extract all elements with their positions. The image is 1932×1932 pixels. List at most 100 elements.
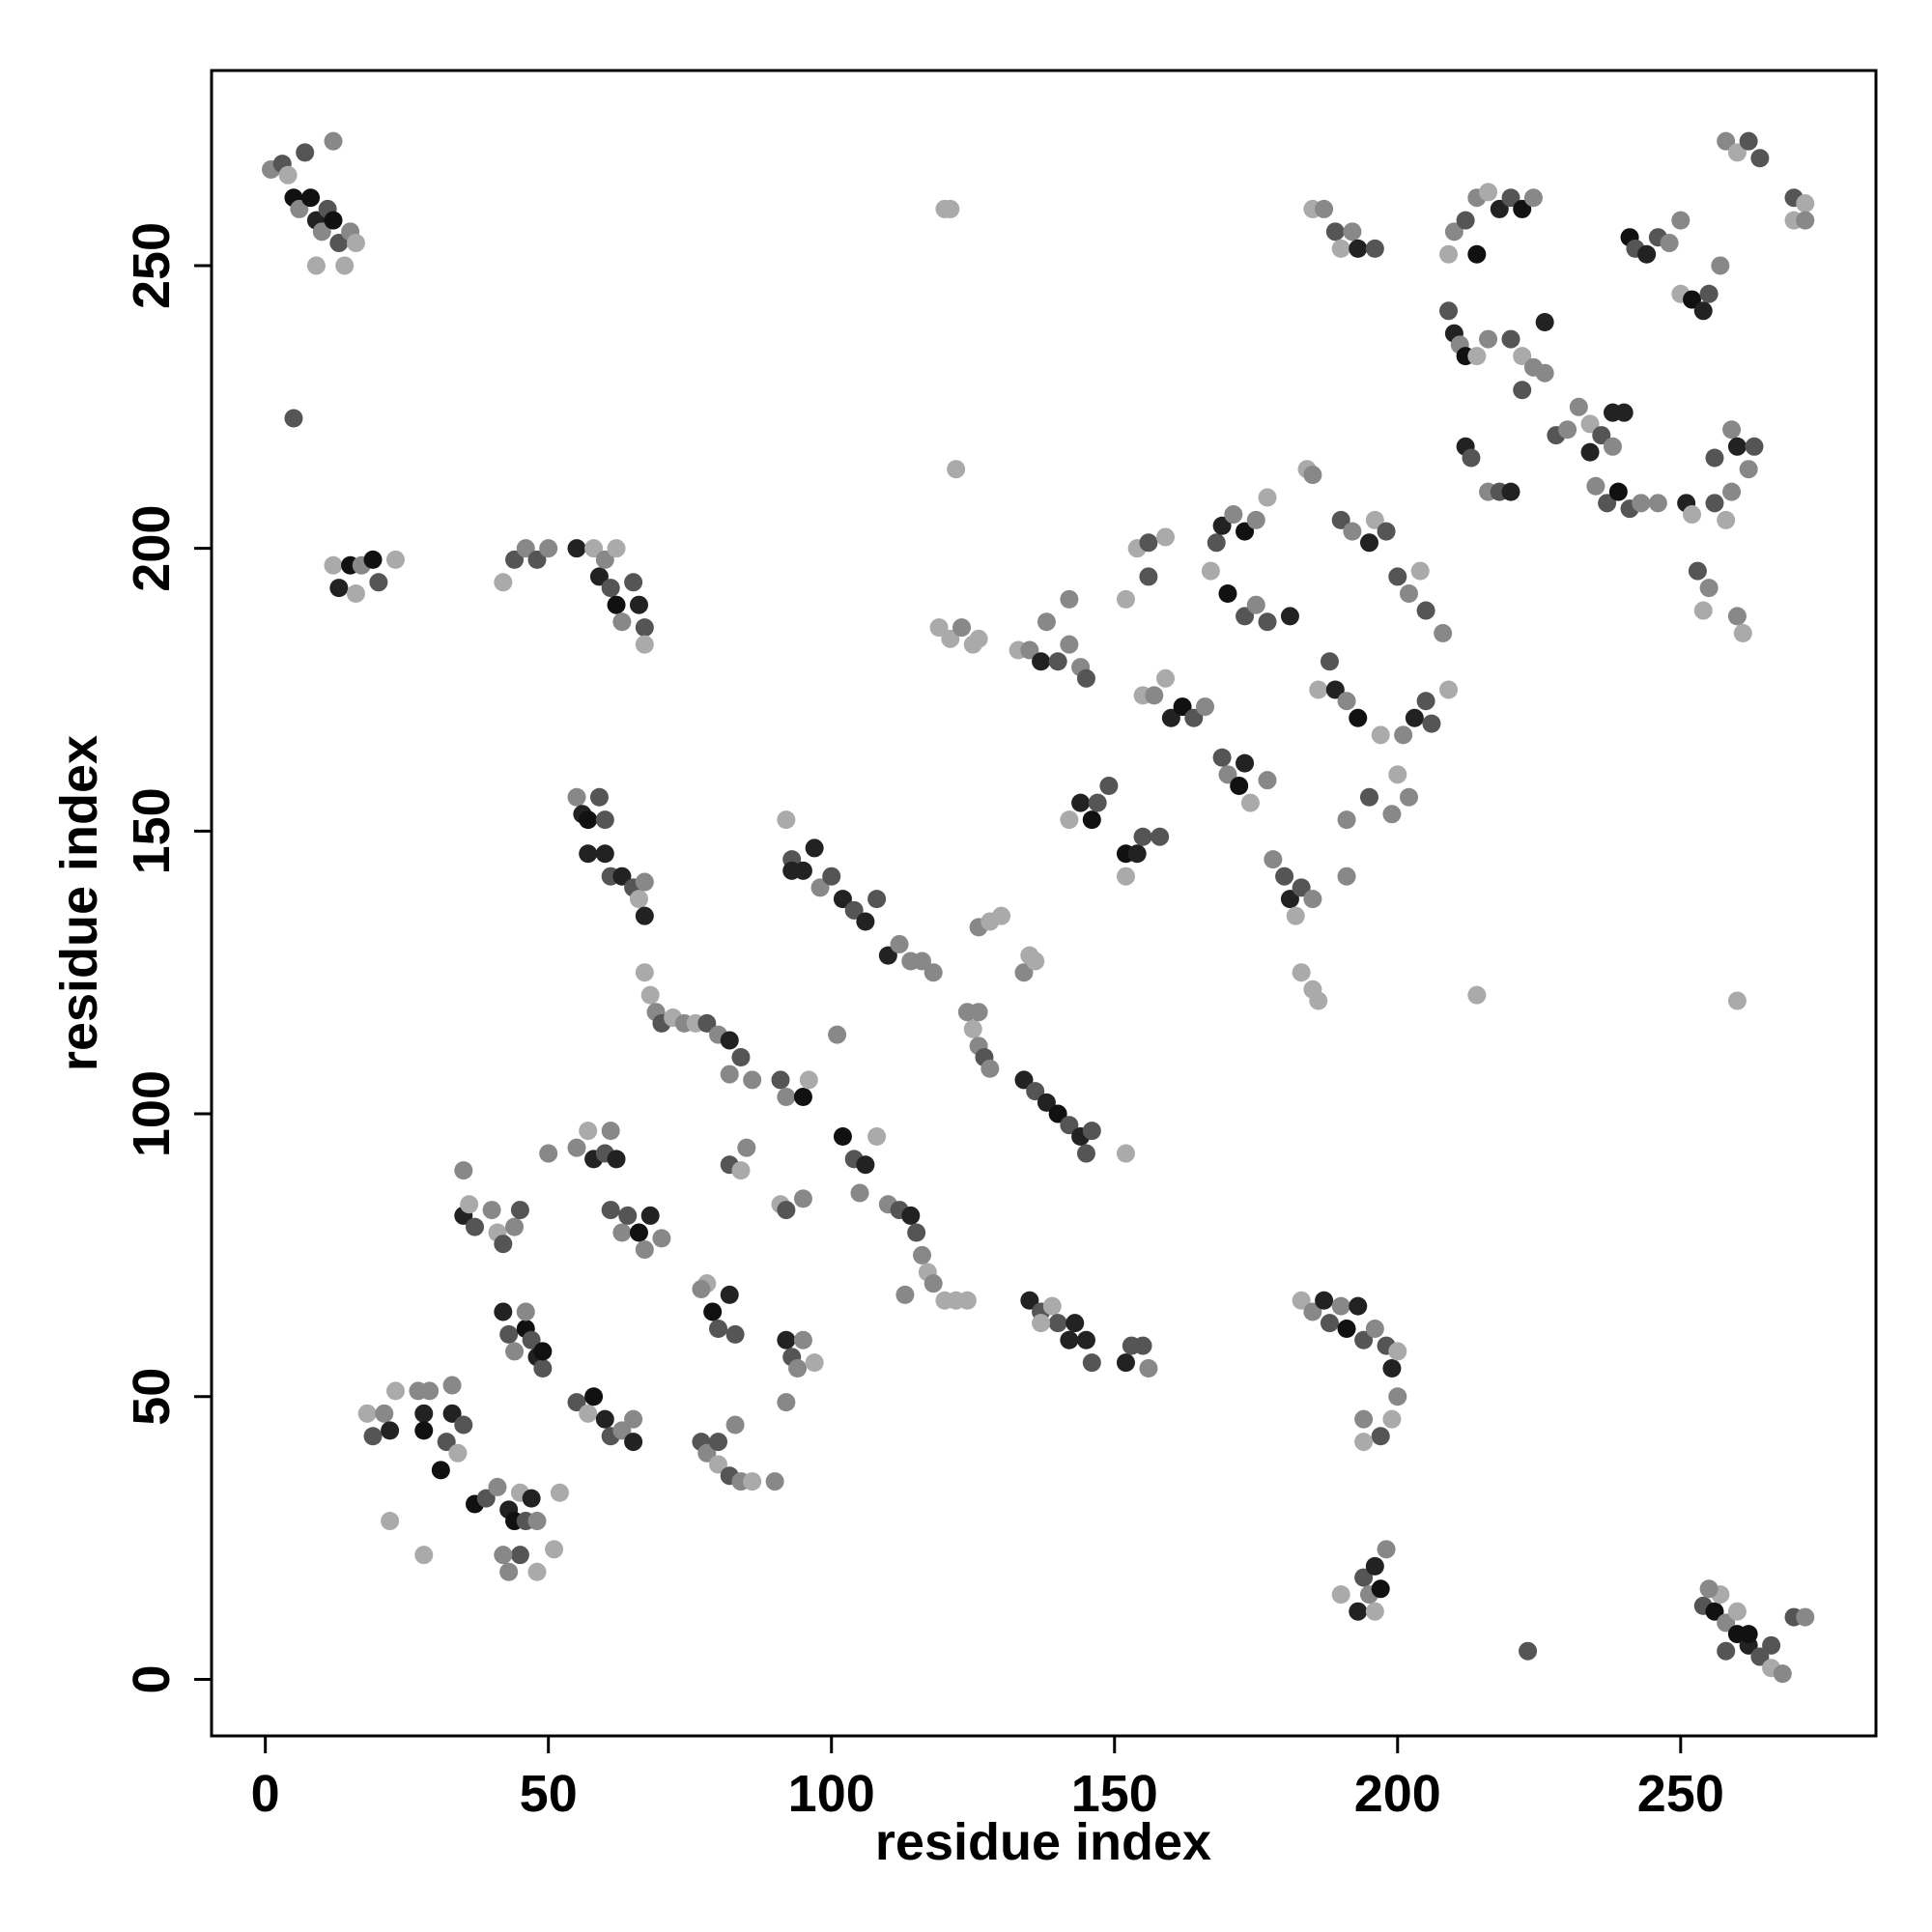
point bbox=[1048, 652, 1067, 671]
point bbox=[278, 165, 298, 185]
y-tick-label: 50 bbox=[123, 1368, 181, 1426]
point bbox=[1037, 1093, 1056, 1112]
point bbox=[777, 1330, 796, 1350]
point bbox=[612, 1223, 632, 1242]
point bbox=[494, 1235, 513, 1254]
x-tick-label: 250 bbox=[1637, 1765, 1724, 1823]
point bbox=[595, 1409, 614, 1429]
point bbox=[1354, 1433, 1374, 1452]
point bbox=[1467, 244, 1487, 264]
point bbox=[709, 1320, 728, 1339]
point bbox=[1303, 1302, 1322, 1321]
point bbox=[1343, 222, 1362, 242]
point bbox=[1490, 199, 1509, 218]
point bbox=[1382, 1358, 1402, 1378]
point bbox=[1280, 890, 1299, 909]
point bbox=[1727, 143, 1747, 162]
point bbox=[1173, 697, 1192, 717]
point bbox=[601, 1122, 620, 1141]
point bbox=[1750, 149, 1770, 168]
point bbox=[725, 1324, 745, 1344]
point bbox=[414, 1546, 434, 1565]
point bbox=[1416, 692, 1435, 711]
point bbox=[1014, 963, 1034, 982]
point bbox=[703, 1302, 723, 1321]
point bbox=[1127, 844, 1147, 864]
point bbox=[793, 1087, 812, 1106]
point bbox=[1733, 623, 1752, 642]
point bbox=[1076, 1144, 1095, 1163]
point bbox=[601, 579, 620, 598]
point bbox=[1683, 290, 1702, 309]
point bbox=[957, 1291, 977, 1310]
point bbox=[1688, 561, 1707, 581]
point bbox=[494, 1302, 513, 1321]
point bbox=[640, 1206, 660, 1225]
point bbox=[505, 1342, 525, 1361]
point bbox=[1026, 1082, 1045, 1101]
point bbox=[788, 1358, 808, 1378]
point bbox=[709, 1433, 728, 1452]
point bbox=[1722, 482, 1742, 501]
point bbox=[1331, 239, 1350, 258]
point bbox=[1569, 397, 1588, 416]
point bbox=[1042, 1296, 1062, 1316]
point bbox=[579, 844, 598, 864]
point bbox=[1236, 753, 1255, 773]
point bbox=[1796, 194, 1815, 213]
point bbox=[324, 211, 343, 230]
point bbox=[363, 1427, 383, 1446]
point bbox=[1632, 494, 1651, 513]
point bbox=[923, 963, 943, 982]
point bbox=[516, 1302, 535, 1321]
point bbox=[329, 234, 349, 253]
point bbox=[1196, 697, 1215, 717]
point bbox=[1479, 329, 1498, 349]
point bbox=[697, 1013, 717, 1033]
points bbox=[262, 131, 1815, 1684]
point bbox=[731, 1048, 751, 1067]
point bbox=[963, 1019, 982, 1038]
point bbox=[1377, 1540, 1396, 1559]
point bbox=[324, 131, 343, 151]
point bbox=[895, 1285, 915, 1304]
point bbox=[381, 1421, 400, 1440]
y-tick-label: 200 bbox=[123, 505, 181, 592]
point bbox=[1608, 482, 1628, 501]
point bbox=[567, 1138, 586, 1157]
point bbox=[1218, 583, 1237, 603]
point bbox=[579, 1404, 598, 1423]
point bbox=[1683, 505, 1702, 525]
y-axis-label: residue index bbox=[50, 735, 108, 1071]
point bbox=[1444, 222, 1463, 242]
point bbox=[635, 635, 654, 654]
point bbox=[1071, 793, 1091, 812]
point bbox=[476, 1489, 496, 1508]
point bbox=[1076, 1330, 1095, 1350]
point bbox=[635, 963, 654, 982]
point bbox=[595, 550, 614, 569]
point bbox=[1082, 810, 1101, 830]
point bbox=[1048, 1104, 1067, 1123]
point bbox=[777, 1087, 796, 1106]
point bbox=[1535, 313, 1554, 332]
point bbox=[1523, 188, 1543, 208]
point bbox=[793, 1189, 812, 1208]
point bbox=[1705, 1602, 1724, 1621]
point bbox=[624, 573, 643, 592]
point bbox=[856, 1155, 875, 1175]
x-tick-label: 100 bbox=[788, 1765, 875, 1823]
point bbox=[1558, 420, 1577, 440]
point bbox=[1303, 466, 1322, 485]
point bbox=[1388, 567, 1407, 586]
point bbox=[522, 1489, 541, 1508]
point bbox=[1258, 771, 1277, 790]
point bbox=[1388, 1342, 1407, 1361]
point bbox=[584, 1387, 604, 1406]
point bbox=[1331, 1585, 1350, 1605]
point bbox=[1648, 494, 1667, 513]
point bbox=[635, 906, 654, 925]
point bbox=[1184, 708, 1204, 727]
point bbox=[1462, 448, 1481, 468]
